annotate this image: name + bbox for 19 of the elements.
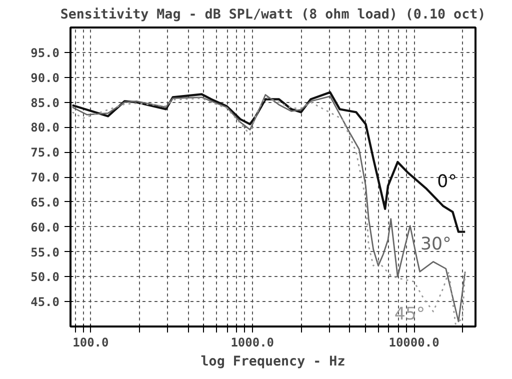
y-tick-label: 80.0: [30, 120, 60, 135]
y-tick-label: 70.0: [30, 170, 60, 184]
y-tick-label: 85.0: [30, 96, 60, 110]
y-tick-label: 55.0: [30, 245, 60, 260]
y-tick-label: 65.0: [30, 195, 60, 210]
x-tick-label: 100.0: [72, 336, 109, 350]
x-tick-label: 1000.0: [230, 336, 274, 350]
y-tick-label: 75.0: [30, 146, 60, 160]
y-tick-label: 60.0: [30, 220, 60, 234]
y-tick-label: 90.0: [30, 70, 60, 85]
series-label: 45°: [394, 304, 426, 325]
x-tick-label: 10000.0: [388, 336, 440, 350]
y-tick-label: 95.0: [30, 46, 60, 60]
x-axis-title: log Frequency - Hz: [200, 354, 346, 370]
chart-title: Sensitivity Mag - dB SPL/watt (8 ohm load) (0.10 oct): [60, 8, 486, 22]
series-label: 30°: [420, 234, 452, 255]
y-tick-label: 50.0: [30, 270, 60, 284]
y-tick-label: 45.0: [30, 295, 60, 310]
series-label: 0°: [437, 172, 457, 192]
